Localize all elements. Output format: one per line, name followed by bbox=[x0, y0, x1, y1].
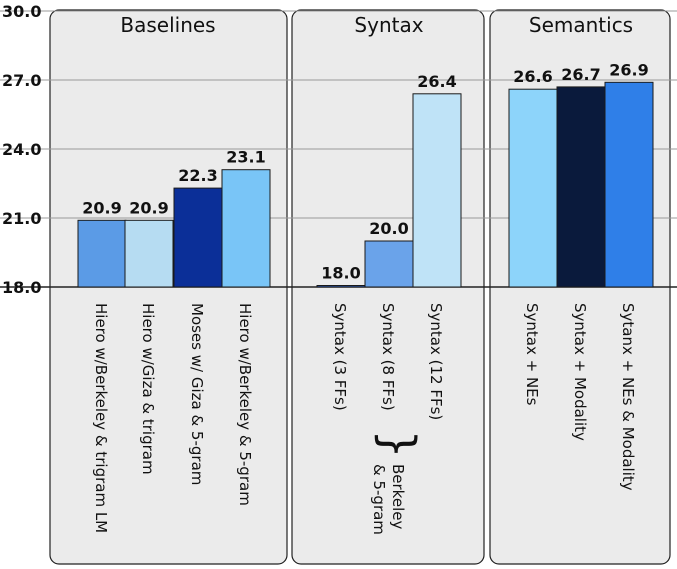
data-label: 20.0 bbox=[369, 219, 408, 238]
category-label: Syntax + Modality bbox=[571, 303, 589, 441]
category-label: Syntax (8 FFs) bbox=[379, 303, 397, 411]
bar bbox=[604, 81, 654, 288]
bar bbox=[412, 93, 462, 288]
y-tick-label: 21.0 bbox=[2, 209, 41, 228]
bar bbox=[364, 240, 414, 288]
bars: 20.9 Hiero w/Berkeley & trigram LM 20.9 Hie… bbox=[77, 60, 654, 533]
y-axis-ticks: 18.0 21.0 24.0 27.0 30.0 bbox=[2, 2, 41, 297]
data-label: 20.9 bbox=[129, 198, 168, 217]
group-title-semantics: Semantics bbox=[529, 13, 633, 37]
data-label: 18.0 bbox=[321, 264, 360, 283]
data-label: 26.6 bbox=[513, 67, 552, 86]
annotation-line-1: Berkeley bbox=[389, 464, 407, 529]
bar bbox=[556, 86, 606, 288]
category-label: Hiero w/Berkeley & 5-gram bbox=[236, 303, 254, 506]
group-title-baselines: Baselines bbox=[120, 13, 215, 37]
category-label: Moses w/ Giza & 5-gram bbox=[188, 303, 206, 485]
bar bbox=[508, 88, 558, 288]
bar bbox=[173, 187, 223, 288]
category-label: Hiero w/Berkeley & trigram LM bbox=[92, 303, 110, 533]
bar bbox=[316, 285, 366, 288]
category-label: Syntax + NEs bbox=[523, 303, 541, 406]
data-label: 20.9 bbox=[82, 198, 121, 217]
data-label: 26.9 bbox=[609, 60, 648, 79]
bar bbox=[124, 219, 174, 288]
data-label: 23.1 bbox=[226, 148, 265, 167]
data-label: 26.4 bbox=[417, 72, 456, 91]
category-label: Sytanx + NEs & Modality bbox=[619, 303, 637, 491]
y-tick-label: 27.0 bbox=[2, 71, 41, 90]
data-label: 26.7 bbox=[561, 65, 600, 84]
y-tick-label: 18.0 bbox=[2, 278, 41, 297]
category-label: Syntax (12 FFs) bbox=[427, 303, 445, 420]
bar bbox=[221, 169, 271, 288]
y-tick-label: 30.0 bbox=[2, 2, 41, 21]
category-label: Syntax (3 FFs) bbox=[331, 303, 349, 411]
annotation-line-2: & 5-gram bbox=[370, 464, 388, 535]
group-title-syntax: Syntax bbox=[354, 13, 423, 37]
y-tick-label: 24.0 bbox=[2, 140, 41, 159]
brace-annotation: } bbox=[371, 429, 425, 458]
category-label: Hiero w/Giza & trigram bbox=[139, 303, 157, 475]
data-label: 22.3 bbox=[178, 166, 217, 185]
bar bbox=[77, 219, 127, 288]
